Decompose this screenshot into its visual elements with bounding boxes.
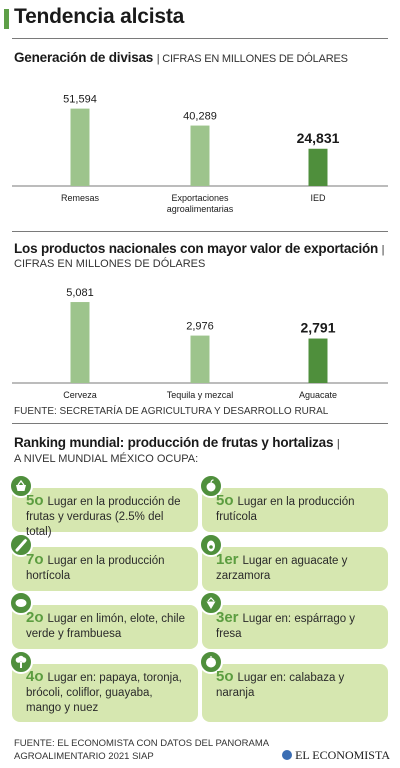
ranking-card-4: 2o Lugar en limón, elote, chile verde y f… [9,591,198,649]
ranking-title-sep: | [336,438,340,450]
brand-logo: EL ECONOMISTA [282,748,390,763]
ranking-card-6: 4o Lugar en: papaya, toronja, brócoli, co… [9,650,198,722]
chart1-category-label-0: Remesas [61,193,100,203]
chart1-bar-1 [190,125,210,186]
chart1-value-label-2: 24,831 [297,130,340,146]
chart2-category-label-1: Tequila y mezcal [167,390,234,400]
chart2-category-label-0: Cerveza [63,390,97,400]
ranking-subtitle: A NIVEL MUNDIAL MÉXICO OCUPA: [14,453,199,465]
ranking-position: 1er [216,551,239,568]
chart1-svg: 51,594 Remesas 40,289 Exportacionesagroalim… [12,94,388,214]
title-accent-bar [4,9,9,29]
ranking-position: 5o [216,668,234,685]
chart2-subtitle: CIFRAS EN MILLONES DE DÓLARES [14,258,206,270]
ranking-title-text: Ranking mundial: producción de frutas y … [14,435,334,450]
strawberry-icon [199,591,223,615]
ranking-description: Lugar en aguacate y zarzamora [216,555,348,582]
ranking-card-text: 7o Lugar en la producción hortícola [26,552,190,584]
chart1-title-text: Generación de divisas [14,50,154,65]
basket-icon [9,474,33,498]
ranking-card-text: 5o Lugar en la producción de frutas y ver… [26,493,190,540]
vegetable-icon [9,533,33,557]
ranking-card-text: 5o Lugar en la producción frutícola [216,493,380,525]
ranking-card-text: 2o Lugar en limón, elote, chile verde y f… [26,610,190,642]
ranking-description: Lugar en: calabaza y naranja [216,672,345,699]
chart1-value-label-0: 51,594 [63,94,97,106]
chart2-title-sep: | [381,244,385,256]
ranking-card-text: 5o Lugar en: calabaza y naranja [216,669,380,701]
brand-logo-icon [282,750,293,760]
chart2-title-text: Los productos nacionales con mayor valor… [14,241,379,256]
ranking-description: Lugar en la producción de frutas y verdu… [26,496,181,538]
title-divider [12,38,388,39]
broccoli-icon [9,650,33,674]
ranking-card-text: 4o Lugar en: papaya, toronja, brócoli, co… [26,669,190,716]
ranking-card-3: 1er Lugar en aguacate y zarzamora [199,533,388,591]
ranking-description: Lugar en la producción frutícola [216,496,355,523]
ranking-card-1: 5o Lugar en la producción frutícola [199,474,388,532]
chart2-bar-2 [308,338,328,383]
ranking-card-text: 1er Lugar en aguacate y zarzamora [216,552,380,584]
chart1-category-label-1-line1: agroalimentarias [167,204,234,214]
chart2-value-label-0: 5,081 [66,287,94,299]
ranking-card-text: 3er Lugar en: espárrago y fresa [216,610,380,642]
ranking-card-5: 3er Lugar en: espárrago y fresa [199,591,388,649]
chart1-category-label-2: IED [310,193,326,203]
section-divider-2 [12,423,388,424]
apple-icon [199,474,223,498]
chart2-category-label-2: Aguacate [299,390,337,400]
chart1-bar-2 [308,148,328,186]
ranking-description: Lugar en: espárrago y fresa [216,613,356,640]
footer-source-line1: FUENTE: EL ECONOMISTA CON DATOS DEL PANO… [14,738,270,749]
chart1-value-label-1: 40,289 [183,111,217,123]
ranking-position: 5o [216,492,234,509]
orange-icon [199,650,223,674]
ranking-position: 5o [26,492,44,509]
brand-name: EL ECONOMISTA [295,748,390,762]
ranking-title: Ranking mundial: producción de frutas y … [14,435,340,450]
chart1-subtitle: | CIFRAS EN MILLONES DE DÓLARES [156,53,348,65]
section-divider-1 [12,231,388,232]
chart2-svg: 5,081 Cerveza 2,976 Tequila y mezcal 2,791 Ag… [12,287,388,400]
ranking-position: 4o [26,668,44,685]
chart2-value-label-1: 2,976 [186,321,214,333]
lemon-icon [9,591,33,615]
ranking-position: 7o [26,551,44,568]
ranking-position: 3er [216,609,239,626]
ranking-description: Lugar en la producción hortícola [26,555,165,582]
ranking-card-7: 5o Lugar en: calabaza y naranja [199,650,388,722]
chart2-value-label-2: 2,791 [300,320,335,336]
ranking-description: Lugar en: papaya, toronja, brócoli, coli… [26,672,182,714]
chart2-bar-1 [190,335,210,383]
chart1-category-label-1-line0: Exportaciones [171,193,229,203]
footer-source: FUENTE: EL ECONOMISTA CON DATOS DEL PANO… [14,737,269,763]
page-title: Tendencia alcista [14,5,185,28]
ranking-card-2: 7o Lugar en la producción hortícola [9,533,198,591]
footer-source-line2: AGROALIMENTARIO 2021 SIAP [14,751,154,762]
avocado-icon [199,533,223,557]
chart1-title: Generación de divisas | CIFRAS EN MILLON… [14,50,348,65]
ranking-card-0: 5o Lugar en la producción de frutas y ver… [9,474,198,538]
ranking-position: 2o [26,609,44,626]
ranking-description: Lugar en limón, elote, chile verde y fra… [26,613,185,640]
chart2-bar-0 [70,302,90,383]
chart2-title: Los productos nacionales con mayor valor… [14,241,385,256]
chart1-bar-0 [70,108,90,186]
chart-source: FUENTE: SECRETARÍA DE AGRICULTURA Y DESA… [14,406,329,417]
